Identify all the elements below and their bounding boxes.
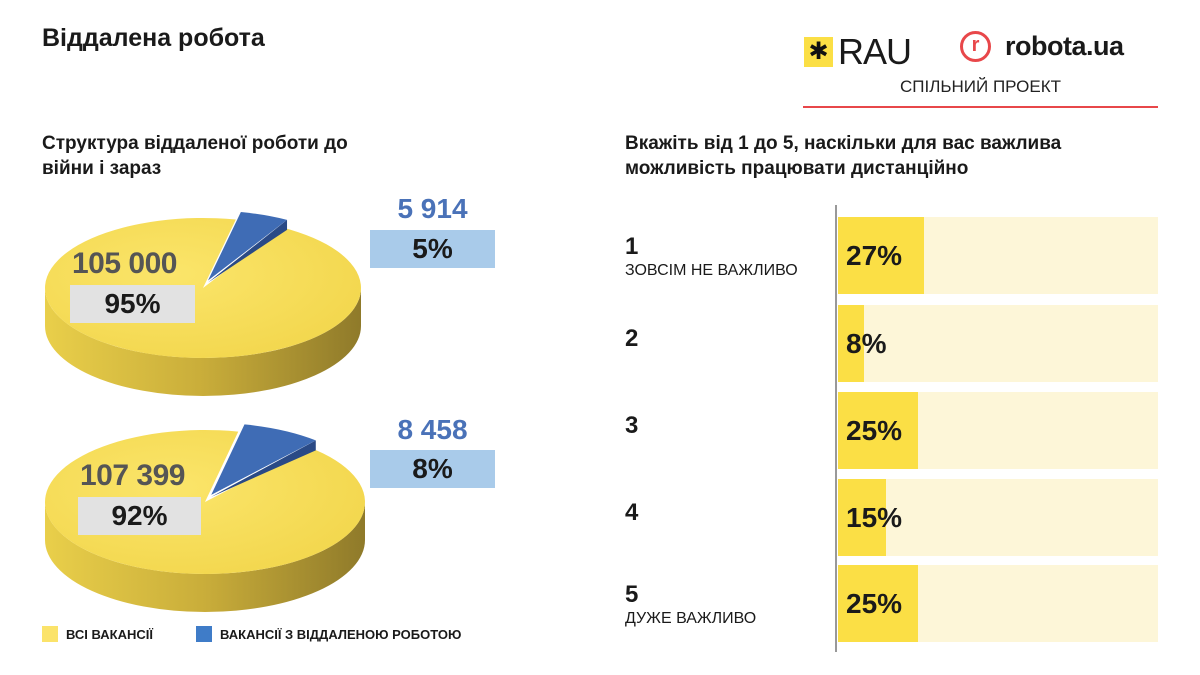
bar-track: 27% [838,217,1158,294]
bar-track: 25% [838,392,1158,469]
bar-fill [838,217,925,294]
pie2-remote-value: 8 458 [397,414,468,445]
pie1-remote-pct: 5% [370,230,495,268]
joint-project-label: СПІЛЬНИЙ ПРОЕКТ [899,77,1061,96]
bar-track: 15% [838,479,1158,556]
pie1-slice-remote-side [208,219,288,283]
pie2-slice-remote [211,424,316,495]
robota-r-icon: r [960,31,991,62]
pie1-side [45,288,361,396]
pie2-remote-pct: 8% [370,450,495,488]
pie2-main-pct: 92% [78,497,201,535]
legend-item-remote: ВАКАНСІЇ З ВІДДАЛЕНОЮ РОБОТОЮ [196,626,461,642]
bar-category-label: 5 [625,581,639,608]
pie2-slice-all [44,429,365,574]
pie1-main-value: 105 000 [72,247,177,280]
bar-fill [838,479,886,556]
bar-category-label: 2 [625,325,639,352]
pie2-main-value: 107 399 [80,459,185,492]
bar-axis [835,205,837,652]
robota-logo: r robota.ua [960,31,1124,62]
bar-category-sublabel: ЗОВСІМ НЕ ВАЖЛИВО [625,262,798,279]
bar-fill [838,565,918,642]
legend-swatch-yellow [42,626,58,642]
bar-track: 25% [838,565,1158,642]
pie-charts [44,212,365,612]
pie-chart-title: Структура віддаленої роботи до війни і з… [42,133,348,179]
bar-value-label: 27% [846,240,903,271]
bar-value-label: 25% [846,415,903,446]
legend-swatch-blue [196,626,212,642]
bar-chart-title: Вкажіть від 1 до 5, наскільки для вас ва… [625,133,1062,179]
bar-fill [838,392,918,469]
pie2-side [45,502,365,612]
bar-track: 8% [838,305,1158,382]
rau-star-icon: ✱ [804,37,833,67]
bar-category-sublabel: ДУЖЕ ВАЖЛИВО [625,610,757,627]
bar-value-label: 8% [846,328,887,359]
bar-category-label: 4 [625,499,639,526]
pie1-remote-value: 5 914 [397,193,468,224]
legend-item-all: ВСІ ВАКАНСІЇ [42,626,153,642]
pie1-slice-remote [208,212,288,281]
bar-category-label: 3 [625,412,639,439]
pie1-main-pct: 95% [70,285,195,323]
bar-value-label: 15% [846,502,903,533]
bar-category-label: 1 [625,233,639,260]
header-divider [803,106,1158,108]
page-title: Віддалена робота [42,24,265,52]
bar-value-label: 25% [846,588,903,619]
pie2-slice-remote-side [211,440,316,497]
rau-logo: ✱ RAU [804,31,912,73]
bar-fill [838,305,864,382]
